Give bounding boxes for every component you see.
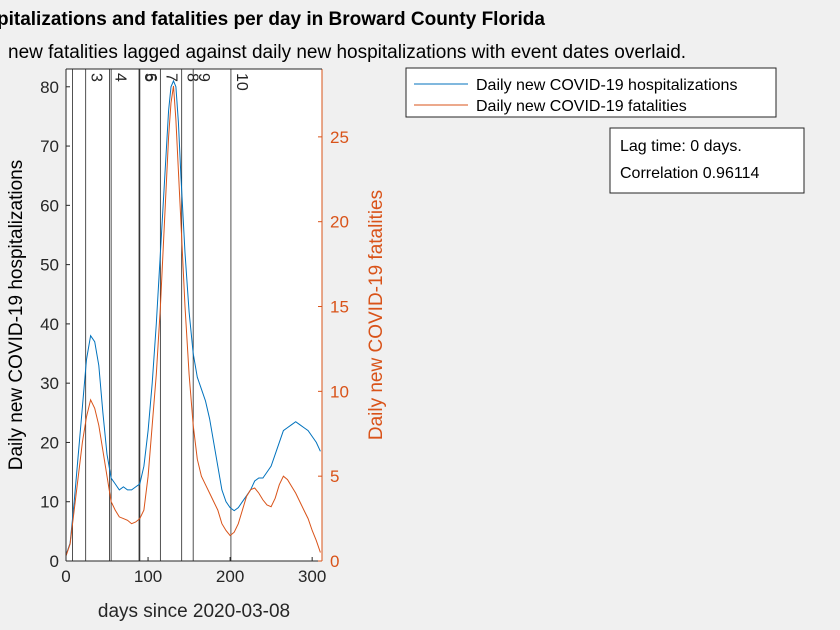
y-right-tick-label-15: 15 [330,298,349,317]
x-tick-label-300: 300 [298,567,326,586]
event-label-8: 8 [184,73,201,82]
y-left-tick-label-40: 40 [40,315,59,334]
series-line-hospitalizations [65,79,321,556]
chart-subtitle: new fatalities lagged against daily new … [8,42,686,63]
event-label-10: 10 [233,73,250,91]
event-label-9: 9 [195,73,212,82]
event-label-4: 4 [111,73,128,82]
y-right-tick-label-5: 5 [330,467,339,486]
y-right-tick-label-20: 20 [330,213,349,232]
chart-title: pitalizations and fatalities per day in … [0,9,545,30]
annotation-frame [609,127,805,194]
legend-label-fatalities: Daily new COVID-19 fatalities [476,98,687,115]
legend-label-hospitalizations: Daily new COVID-19 hospitalizations [476,77,737,94]
annotation-lag-time: Lag time: 0 days. [620,138,742,155]
y-left-tick-label-50: 50 [40,256,59,275]
series-line-fatalities [65,85,321,557]
y-left-tick-label-20: 20 [40,433,59,452]
event-label-7: 7 [162,73,179,82]
y-right-tick-label-0: 0 [330,552,339,571]
y-left-tick-label-0: 0 [50,552,59,571]
legend-box [405,67,777,118]
y-right-tick-label-10: 10 [330,382,349,401]
y-left-tick-label-10: 10 [40,493,59,512]
y-axis-right-label: Daily new COVID-19 fatalities [366,190,387,440]
x-tick-label-100: 100 [134,567,162,586]
event-label-3: 3 [88,73,105,82]
event-lines: 3 4 56 7 89 10 [72,69,250,561]
y-left-tick-label-70: 70 [40,137,59,156]
annotation-correlation: Correlation 0.96114 [620,165,759,182]
y-right-tick-label-25: 25 [330,128,349,147]
plot-area [66,69,322,561]
x-tick-label-0: 0 [61,567,70,586]
series-layer [65,79,321,557]
annotation-box: Lag time: 0 days. Correlation 0.96114 [609,127,805,194]
x-tick-label-200: 200 [216,567,244,586]
legend: Daily new COVID-19 hospitalizations Dail… [405,67,777,118]
event-label-6: 6 [142,73,159,82]
y-axis-left-label: Daily new COVID-19 hospitalizations [6,160,27,470]
x-axis-label: days since 2020-03-08 [98,601,290,622]
event-label-5: 5 [141,73,158,82]
y-left-tick-label-30: 30 [40,374,59,393]
y-left-tick-label-60: 60 [40,196,59,215]
y-left-tick-label-80: 80 [40,78,59,97]
